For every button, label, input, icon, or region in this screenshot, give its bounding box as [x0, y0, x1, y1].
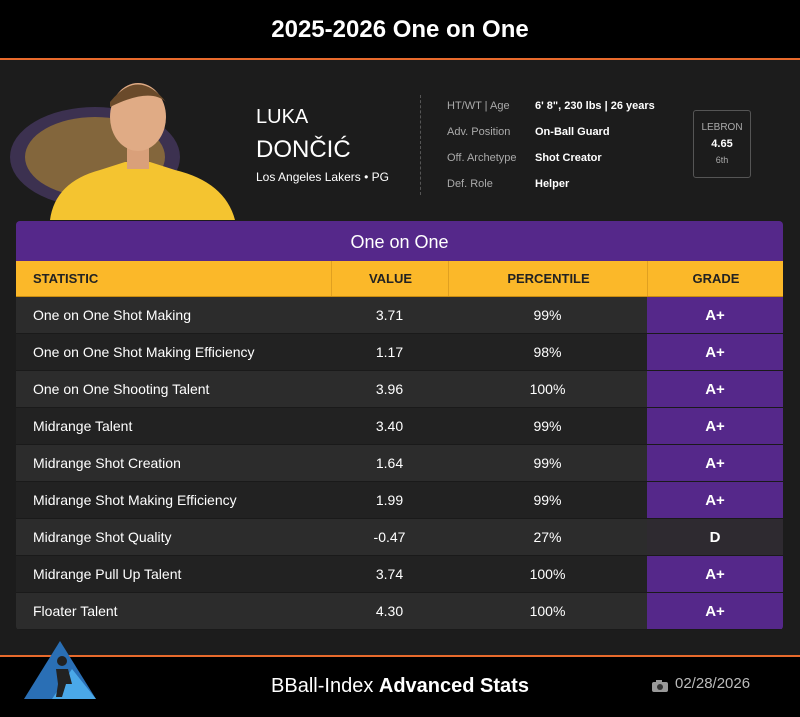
date: 02/28/2026: [675, 675, 751, 692]
percentile-cell: 100%: [529, 603, 566, 619]
grade-cell: [647, 334, 783, 370]
grade-cell: A+: [705, 307, 725, 324]
statistic-cell: Midrange Pull Up Talent: [33, 566, 182, 582]
value-cell: 3.71: [375, 307, 404, 323]
first-name: LUKA: [256, 106, 309, 128]
grade-cell: D: [709, 529, 721, 546]
divider: [420, 95, 421, 195]
brand-bold: Advanced Stats: [378, 675, 529, 697]
camera-icon: [652, 680, 668, 692]
last-name: DONČIĆ: [256, 136, 351, 163]
percentile-cell: 27%: [533, 529, 562, 545]
lebron-value: 4.65: [711, 138, 733, 150]
grade-cell: [647, 519, 783, 555]
title: 2025-2026 One on One: [0, 0, 800, 60]
lebron-label: LEBRON: [701, 122, 743, 133]
statistic-cell: Midrange Talent: [33, 418, 133, 434]
grade-cell: A+: [705, 492, 725, 509]
table: One on One STATISTIC VALUE PERCENTILE GRADE…: [16, 221, 783, 630]
percentile-cell: 100%: [529, 381, 566, 397]
player-graphic: [10, 83, 235, 220]
grade-cell: A+: [705, 381, 725, 398]
grade-cell: [647, 445, 783, 481]
info-value: 6' 8", 230 lbs | 26 years: [535, 100, 655, 112]
grade-cell: [647, 371, 783, 407]
statistic-cell: One on One Shooting Talent: [33, 381, 210, 397]
percentile-cell: 99%: [533, 418, 562, 434]
grade-cell: [647, 482, 783, 518]
info-label: Def. Role: [447, 178, 493, 190]
info-value: Helper: [535, 178, 570, 190]
brand-name: BBall-Index: [271, 675, 374, 697]
statistic-cell: Midrange Shot Creation: [33, 455, 181, 471]
grade-cell: [647, 297, 783, 333]
brand: BBall-Index Advanced Stats: [0, 675, 800, 698]
percentile-cell: 98%: [533, 344, 562, 360]
info-value: Shot Creator: [535, 152, 602, 164]
statistic-cell: Midrange Shot Quality: [33, 529, 172, 545]
grade-cell: A+: [705, 418, 725, 435]
percentile-cell: 99%: [533, 455, 562, 471]
statistic-cell: One on One Shot Making Efficiency: [33, 344, 255, 360]
table-title: One on One: [16, 221, 783, 261]
value-cell: 4.30: [375, 603, 404, 619]
team-line: Los Angeles Lakers • PG: [256, 170, 389, 184]
header-row: [16, 261, 783, 297]
column-header: GRADE: [647, 261, 783, 296]
value-cell: 3.96: [375, 381, 404, 397]
grade-cell: A+: [705, 566, 725, 583]
statistic-cell: One on One Shot Making: [33, 307, 191, 323]
value-cell: 1.99: [375, 492, 404, 508]
column-header: VALUE: [331, 261, 449, 296]
grade-cell: A+: [705, 455, 725, 472]
percentile-cell: 100%: [529, 566, 566, 582]
grade-cell: [647, 593, 783, 629]
info-label: Off. Archetype: [447, 152, 517, 164]
percentile-cell: 99%: [533, 307, 562, 323]
grade-cell: [647, 556, 783, 592]
info-label: Adv. Position: [447, 126, 511, 138]
grade-cell: A+: [705, 603, 725, 620]
value-cell: 3.40: [375, 418, 404, 434]
column-header: STATISTIC: [33, 271, 99, 286]
percentile-cell: 99%: [533, 492, 562, 508]
logo: [24, 641, 96, 699]
grade-cell: [647, 408, 783, 444]
column-header: PERCENTILE: [448, 261, 648, 296]
value-cell: 3.74: [375, 566, 404, 582]
statistic-cell: Midrange Shot Making Efficiency: [33, 492, 237, 508]
footer: BBall-Index Advanced Stats 02/28/2026: [0, 641, 800, 717]
info-value: On-Ball Guard: [535, 126, 610, 138]
lebron-box: LEBRON 4.65 6th: [693, 110, 751, 178]
info-label: HT/WT | Age: [447, 100, 510, 112]
grade-cell: A+: [705, 344, 725, 361]
value-cell: 1.64: [375, 455, 404, 471]
value-cell: 1.17: [375, 344, 404, 360]
lebron-rank: 6th: [715, 155, 729, 165]
value-cell: -0.47: [373, 529, 406, 545]
statistic-cell: Floater Talent: [33, 603, 118, 619]
